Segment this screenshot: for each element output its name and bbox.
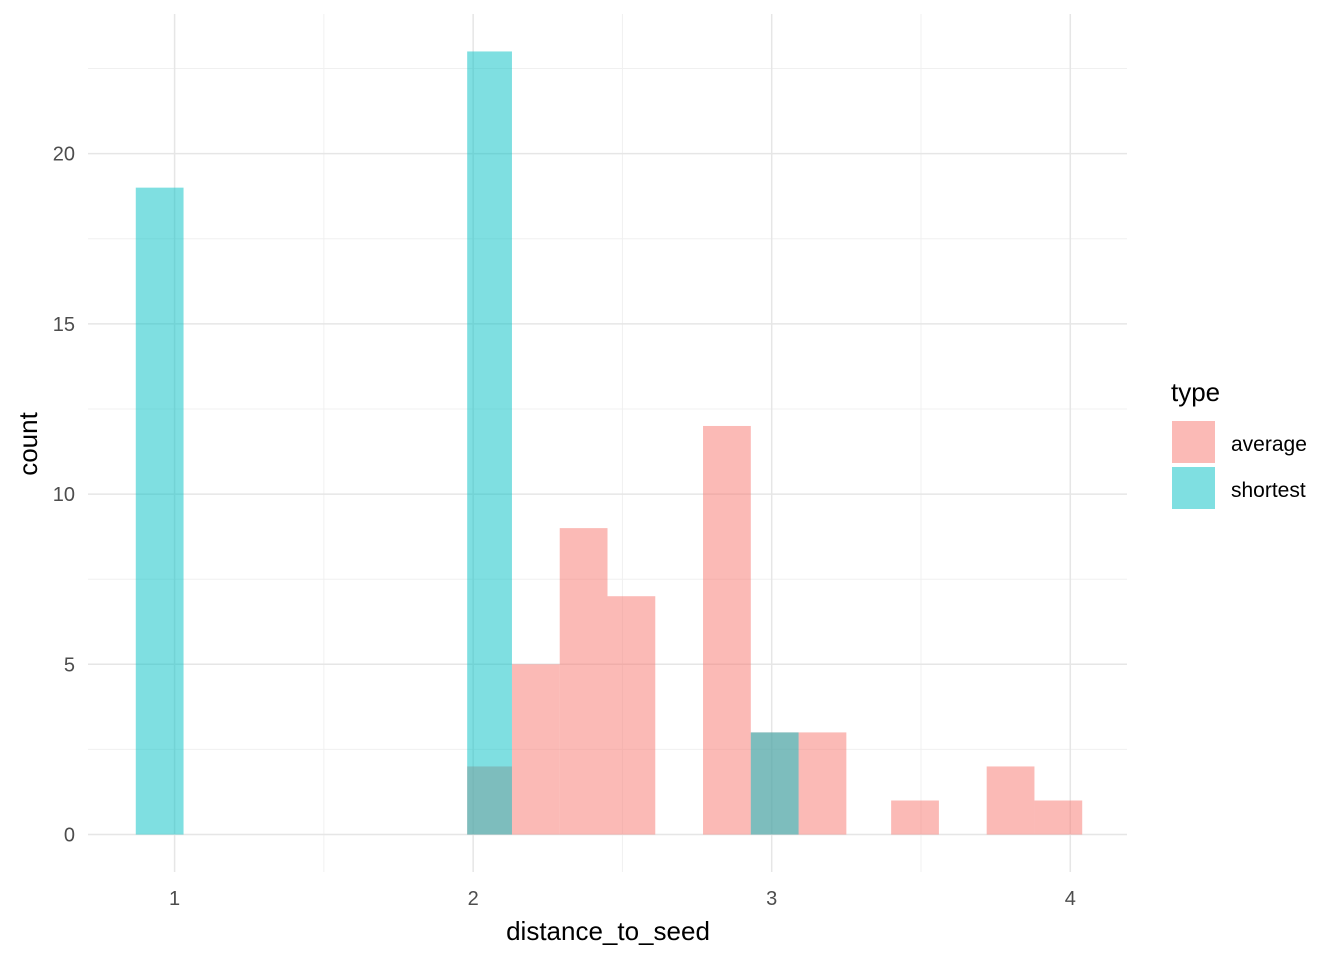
y-tick-label: 5 [64, 654, 75, 676]
x-tick-label: 1 [169, 888, 180, 910]
bar-average [511, 664, 560, 835]
tick-labels: 0 5 10 15 20 1 2 3 4 [53, 144, 1076, 910]
bar-average [1034, 800, 1083, 835]
legend-label-shortest: shortest [1231, 479, 1306, 502]
y-tick-label: 0 [64, 825, 75, 847]
y-tick-label: 20 [53, 144, 75, 166]
x-axis-title: distance_to_seed [506, 916, 710, 946]
x-tick-label: 2 [468, 888, 479, 910]
bars [135, 51, 1083, 835]
legend-title: type [1171, 377, 1220, 407]
bar-average [891, 800, 939, 835]
x-tick-label: 3 [766, 888, 777, 910]
bar-shortest [750, 732, 799, 835]
legend-label-average: average [1231, 433, 1307, 456]
legend-key-average [1172, 421, 1215, 463]
bar-shortest [467, 51, 512, 835]
bar-average [703, 425, 751, 835]
y-axis-title: count [13, 411, 43, 475]
bar-average [986, 766, 1035, 835]
legend: type average shortest [1171, 377, 1307, 509]
y-tick-label: 15 [53, 314, 75, 336]
bar-average [798, 732, 847, 835]
legend-key-shortest [1172, 467, 1215, 509]
x-tick-label: 4 [1065, 888, 1076, 910]
bar-average [559, 528, 608, 835]
y-tick-label: 10 [53, 484, 75, 506]
bar-shortest [135, 187, 184, 835]
bar-average [607, 596, 656, 835]
